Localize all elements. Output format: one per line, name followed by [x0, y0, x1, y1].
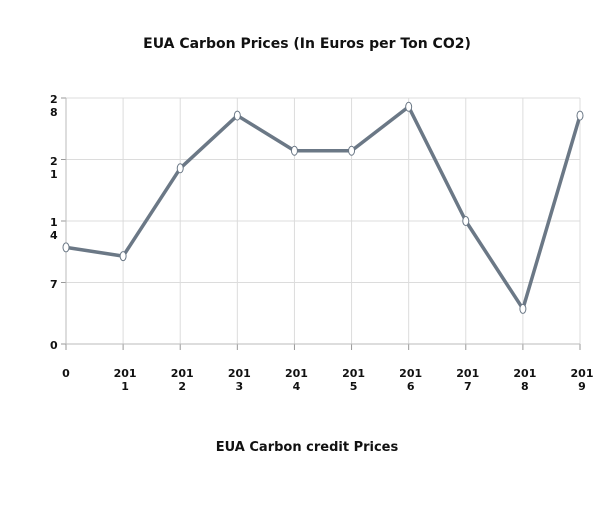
- y-tick-label: 7: [50, 277, 58, 291]
- x-tick-label: 2013: [227, 367, 251, 393]
- y-tick-label: 28: [50, 93, 58, 119]
- x-tick-label: 2019: [570, 367, 594, 393]
- x-tick-label: 0: [62, 367, 70, 380]
- data-point: [290, 145, 298, 156]
- x-tick-label: 2012: [170, 367, 194, 393]
- data-point: [576, 110, 584, 121]
- data-line: [65, 105, 582, 311]
- data-point: [405, 101, 413, 112]
- y-tick-label: 21: [50, 154, 58, 181]
- y-tick-label: 0: [50, 339, 58, 352]
- x-axis-title: EUA Carbon credit Prices: [215, 440, 399, 455]
- x-tick-label: 2018: [513, 367, 537, 393]
- data-point: [119, 251, 127, 262]
- x-tick-label: 2017: [456, 367, 480, 393]
- chart-title: EUA Carbon Prices (In Euros per Ton CO2): [143, 36, 471, 52]
- y-tick-label: 14: [50, 216, 58, 242]
- data-point: [519, 303, 527, 314]
- data-point: [233, 110, 241, 121]
- data-point: [62, 242, 70, 253]
- x-tick-label: 2016: [399, 367, 423, 393]
- x-tick-label: 2015: [342, 367, 366, 393]
- data-point: [348, 145, 356, 156]
- x-tick-label: 2011: [113, 367, 137, 393]
- data-point: [462, 216, 470, 226]
- data-point: [176, 163, 184, 174]
- x-tick-label: 2014: [284, 367, 308, 393]
